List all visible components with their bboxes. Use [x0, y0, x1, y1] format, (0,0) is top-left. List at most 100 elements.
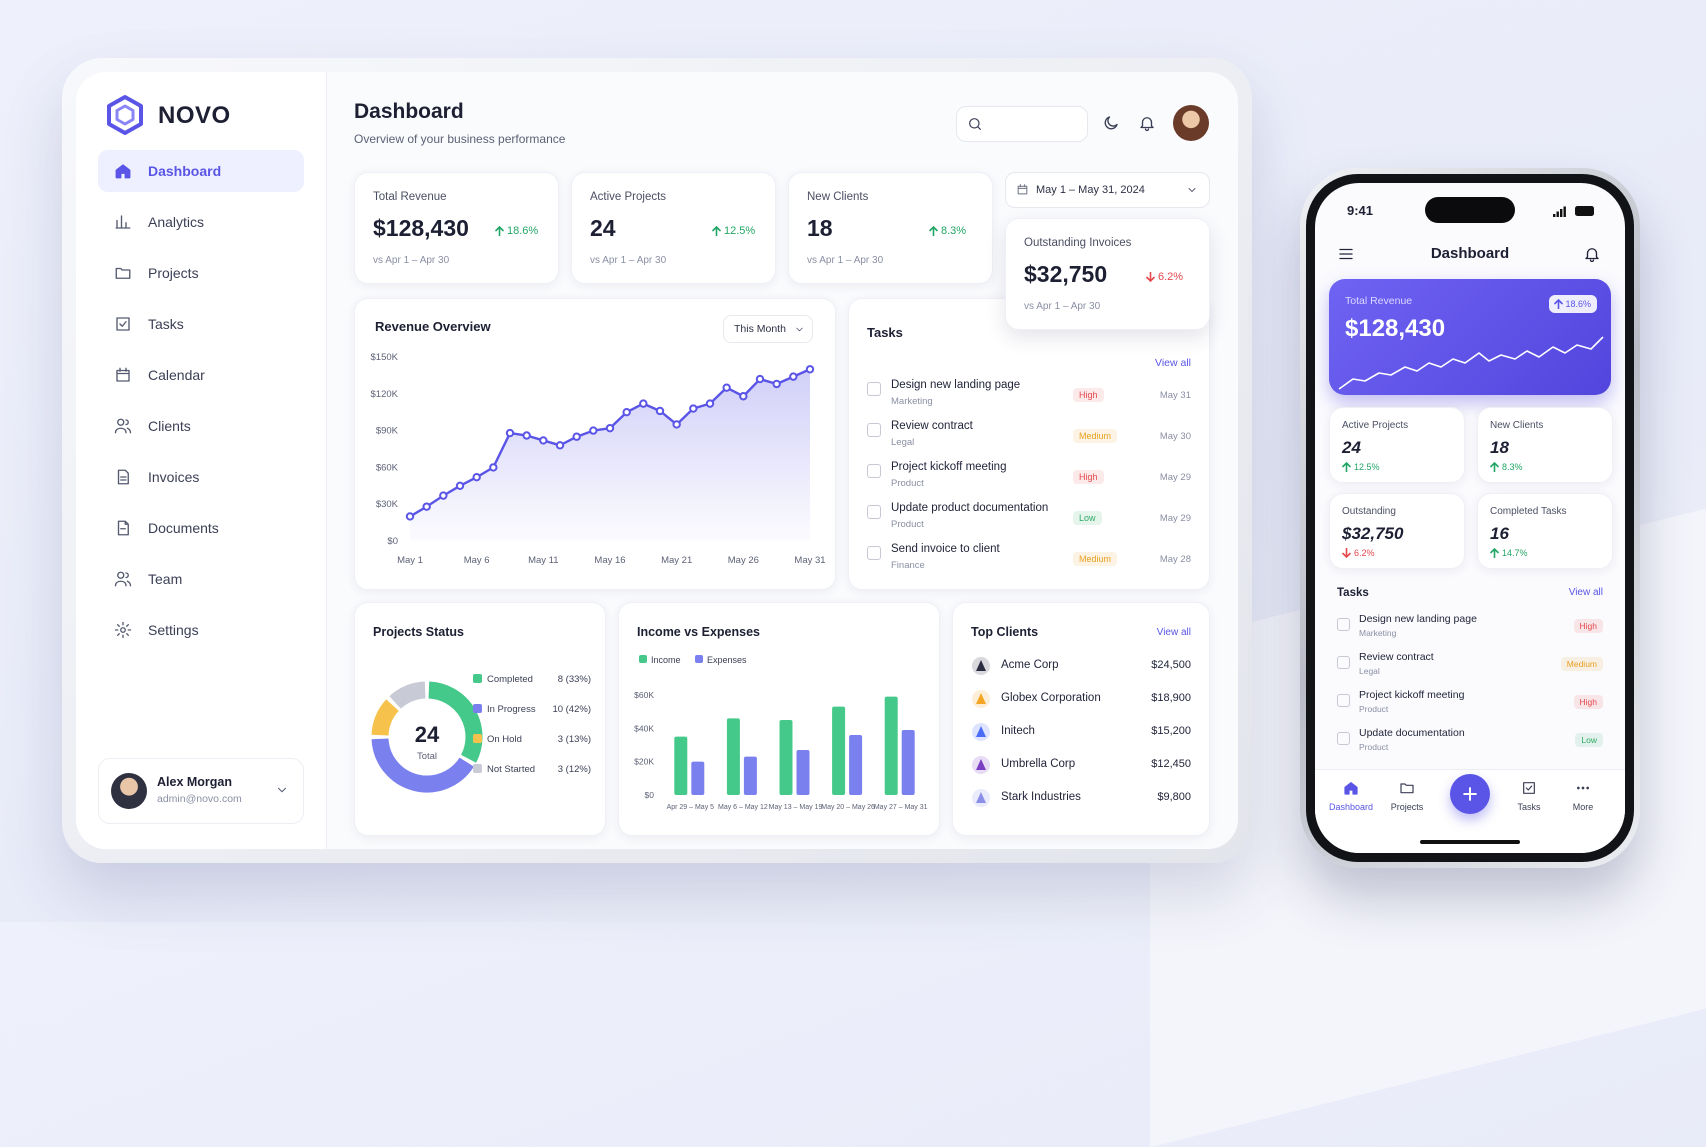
stat-value: 18 [807, 215, 833, 241]
projects-panel: Projects Status Completed 8 (33%) In Progre… [354, 602, 606, 836]
tab-item[interactable]: Dashboard [1325, 780, 1377, 820]
nav-item[interactable]: Team [98, 558, 304, 600]
icon[interactable] [1337, 245, 1355, 263]
task-name: Project kickoff meeting [891, 461, 1007, 473]
revenue-point [722, 383, 731, 392]
mobile-task-checkbox[interactable] [1337, 618, 1350, 631]
tab-item[interactable]: Projects [1381, 780, 1433, 820]
donut-total-label: Total [417, 751, 437, 762]
nav-item[interactable]: Analytics [98, 201, 304, 243]
x-tick-label: May 31 [794, 555, 825, 566]
sparkline [1338, 336, 1604, 390]
icon-path [1523, 782, 1535, 794]
revenue-point [655, 406, 665, 416]
icon [116, 317, 130, 331]
task-checkbox[interactable] [867, 546, 881, 560]
chart-title: Income vs Expenses [637, 625, 760, 639]
client-logo [972, 690, 990, 708]
arrow-path [1490, 548, 1499, 558]
nav-item[interactable]: Calendar [98, 354, 304, 396]
trend-arrow [1342, 462, 1351, 472]
arrow-path [1342, 462, 1351, 472]
tab-item[interactable]: Tasks [1503, 780, 1555, 820]
tab-item[interactable]: More [1557, 780, 1609, 820]
task-checkbox[interactable] [867, 464, 881, 478]
x-tick-label: Apr 29 – May 5 [667, 804, 715, 811]
revenue-point [805, 365, 815, 374]
y-tick-label: $0 [387, 536, 398, 547]
stat-change: 12.5% [724, 225, 756, 237]
chart-title: Revenue Overview [375, 319, 491, 334]
legend-label: On Hold [487, 734, 522, 745]
revenue-point [589, 426, 598, 435]
clients-panel: Top Clients View all Acme Corp $24,500 Globe… [952, 602, 1210, 836]
revenue-area [410, 369, 810, 541]
mobile-task-checkbox[interactable] [1337, 732, 1350, 745]
task-checkbox[interactable] [867, 382, 881, 396]
mobile-task-checkbox[interactable] [1337, 694, 1350, 707]
nav-item[interactable]: Projects [98, 252, 304, 294]
logo-mark [107, 95, 143, 135]
nav-item[interactable]: Clients [98, 405, 304, 447]
mobile-task-priority: High [1573, 695, 1603, 709]
trend-arrow [1490, 462, 1499, 472]
revenue-point [472, 473, 481, 482]
icon[interactable] [1583, 245, 1601, 263]
mobile-task-category: Legal [1359, 666, 1380, 676]
mobile-task-priority: Low [1575, 733, 1603, 747]
client-amount: $12,450 [1151, 758, 1191, 770]
page-subtitle: Overview of your business performance [354, 132, 566, 146]
legend-label: Income [651, 655, 681, 665]
period-label: This Month [734, 323, 786, 335]
add-button[interactable] [1450, 774, 1490, 814]
icon [114, 621, 132, 639]
logo-inner [115, 104, 135, 126]
task-checkbox[interactable] [867, 423, 881, 437]
nav-item[interactable]: Dashboard [98, 150, 304, 192]
x-tick-label: May 20 – May 26 [821, 804, 875, 811]
header-avatar[interactable] [1173, 105, 1209, 141]
nav-item[interactable]: Documents [98, 507, 304, 549]
user-card[interactable]: Alex Morgan admin@novo.com [98, 758, 304, 824]
nav-item[interactable]: Settings [98, 609, 304, 651]
legend-swatch [695, 655, 703, 663]
task-due: May 31 [1159, 390, 1191, 401]
revenue-point [639, 399, 648, 408]
icon-path [1339, 248, 1353, 260]
signal-bar [1556, 211, 1559, 217]
revenue-point [422, 502, 431, 511]
mobile-stat-value: 18 [1490, 438, 1509, 457]
clients-link[interactable]: View all [1156, 627, 1191, 638]
icon-path [115, 164, 131, 179]
mobile-task-checkbox[interactable] [1337, 656, 1350, 669]
icon [1188, 188, 1196, 192]
icon [115, 267, 131, 279]
y-tick-label: $40K [634, 723, 654, 733]
icon [114, 418, 132, 434]
search-box[interactable] [956, 106, 1088, 142]
period-select[interactable]: This Month [723, 315, 813, 343]
x-tick-label: May 6 – May 12 [718, 804, 768, 811]
mobile-stat-card: Outstanding $32,750 6.2% [1329, 493, 1465, 569]
nav-item[interactable]: Invoices [98, 456, 304, 498]
tasks-link[interactable]: View all [1155, 357, 1191, 369]
date-range[interactable]: May 1 – May 31, 2024 [1005, 172, 1210, 208]
mobile-tasks-link[interactable]: View all [1568, 587, 1603, 598]
arrow-path [1146, 272, 1155, 282]
icon [1523, 782, 1535, 794]
trend-arrow [1490, 548, 1499, 558]
nav-item[interactable]: Tasks [98, 303, 304, 345]
phone-frame: 9:41 Dashboard Total Revenue $128,430 18.6% A… [1300, 168, 1640, 868]
nav-label: Team [148, 571, 183, 587]
revenue-point [689, 404, 698, 413]
donut-total: 24 [415, 722, 440, 747]
brand-name: NOVO [158, 102, 231, 129]
revenue-panel: Revenue Overview This Month $0 $30K $60K $90K… [354, 298, 836, 590]
arrow-path [1342, 548, 1351, 558]
task-priority: Low [1073, 511, 1102, 525]
icon-path [114, 418, 132, 434]
client-name: Umbrella Corp [1001, 758, 1076, 770]
task-checkbox[interactable] [867, 505, 881, 519]
mobile-stat-change: 14.7% [1502, 548, 1528, 558]
y-tick-label: $0 [645, 790, 655, 800]
